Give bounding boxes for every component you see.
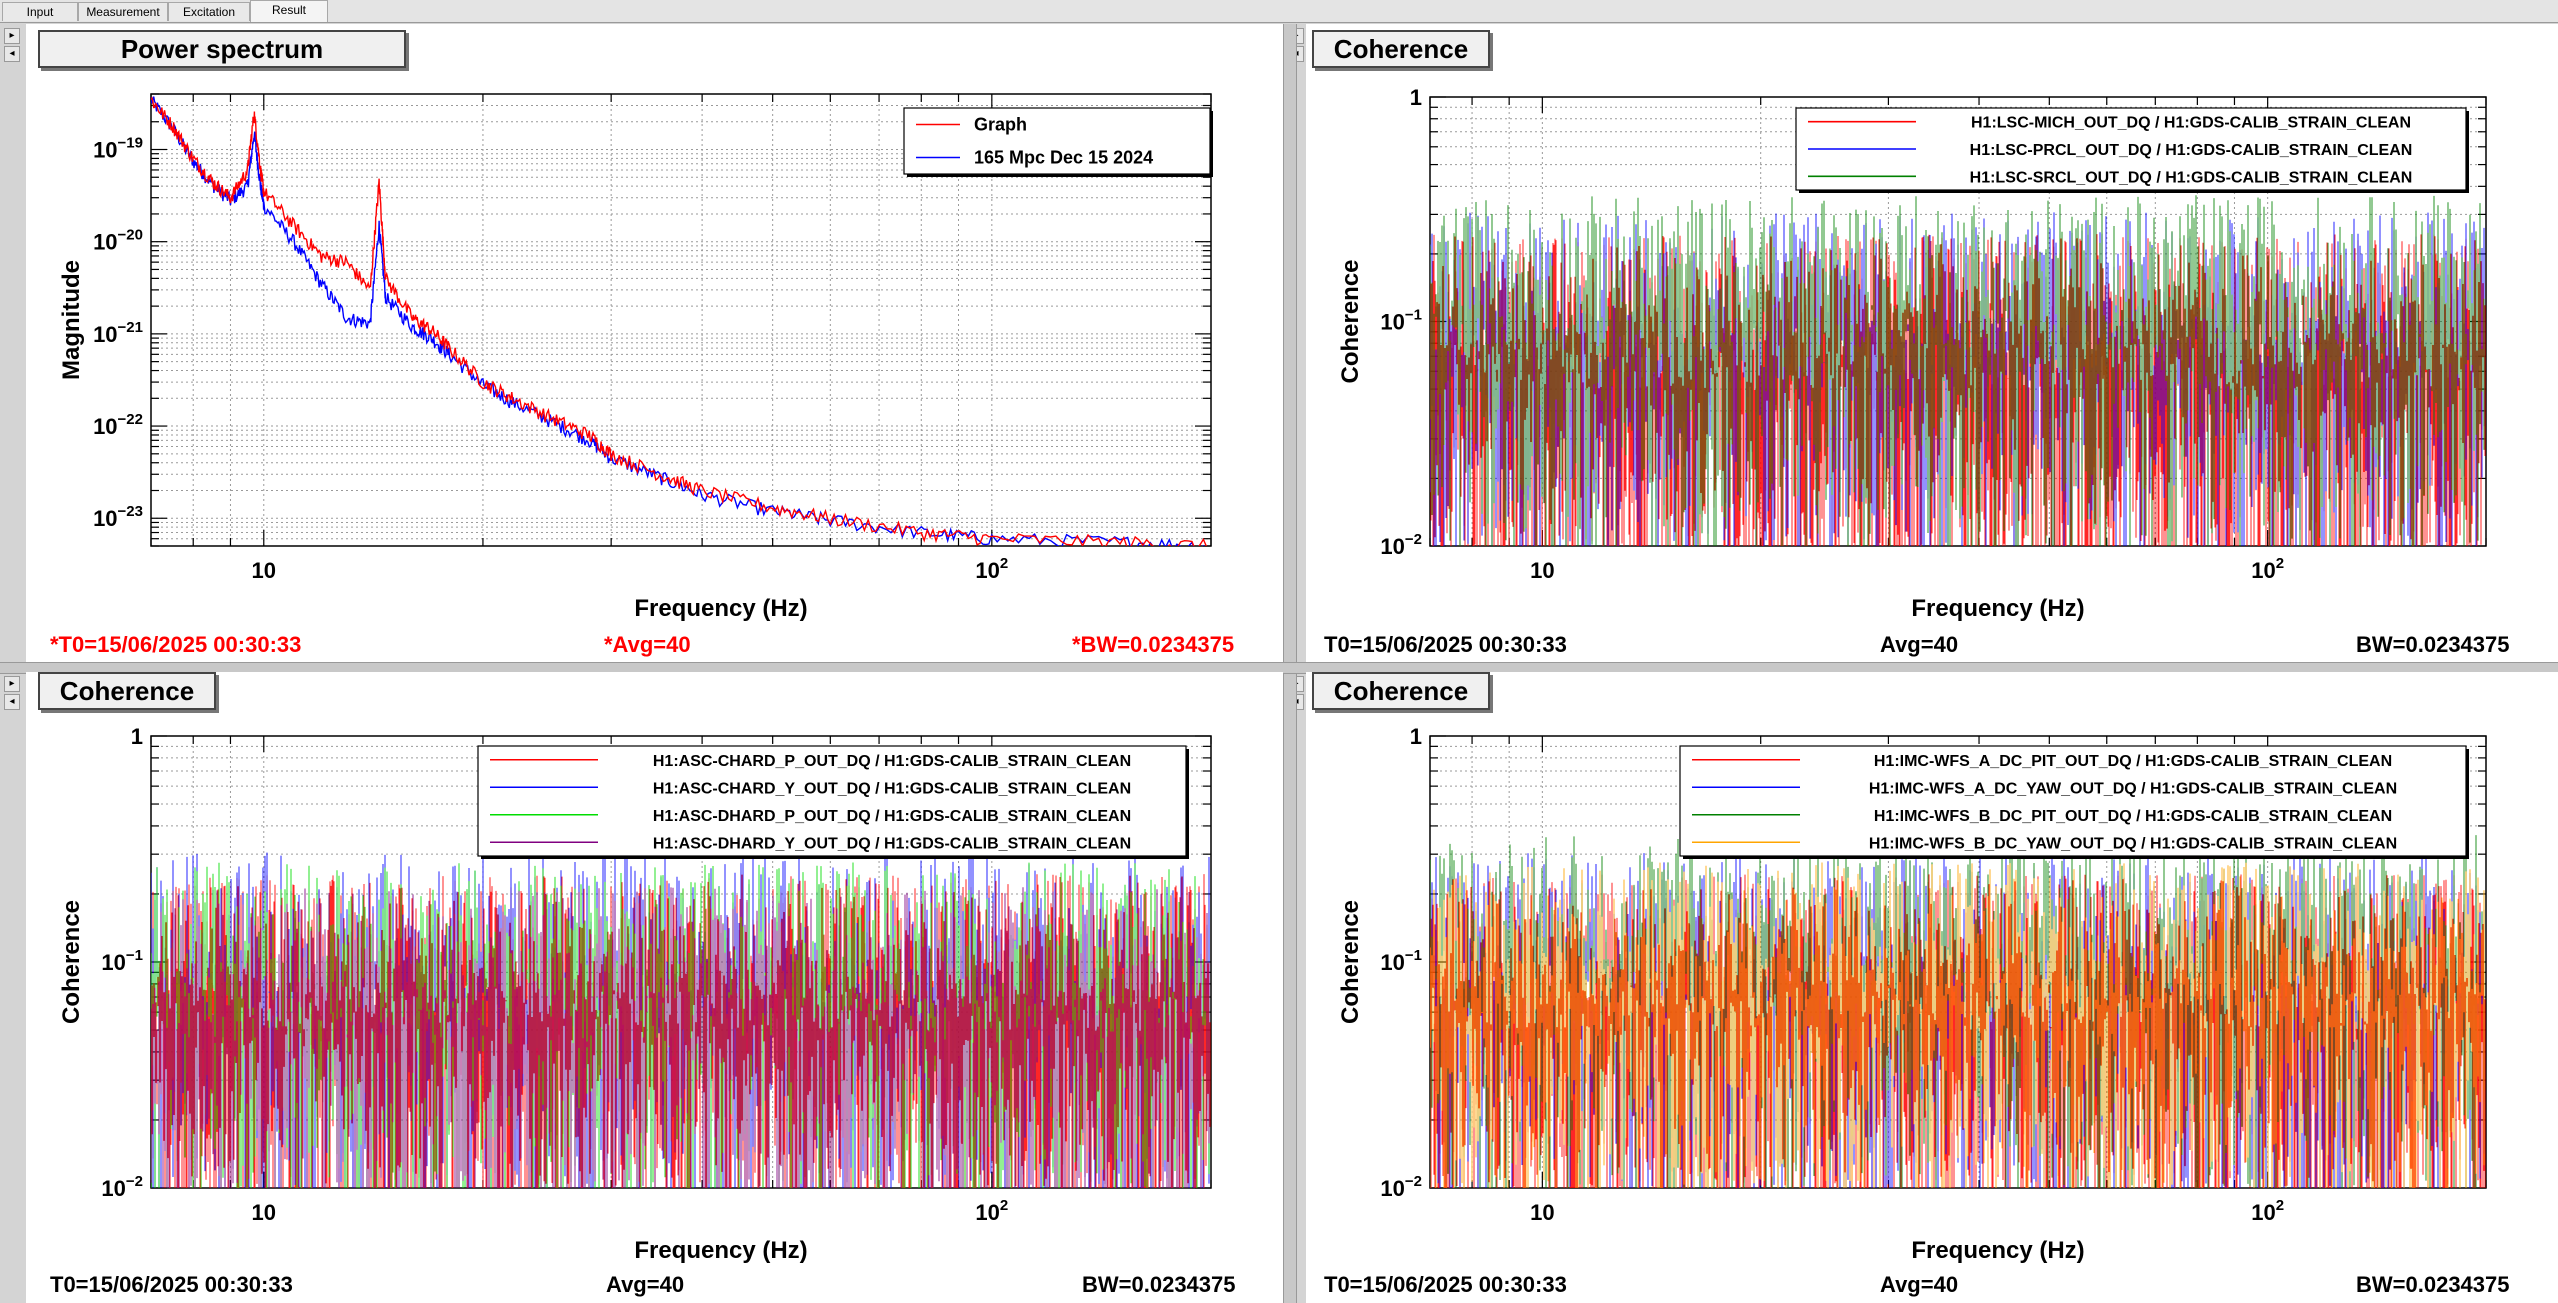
- x-tick-label: 10: [1530, 1200, 1554, 1225]
- data-layer: [151, 852, 1211, 1188]
- legend: H1:IMC-WFS_A_DC_PIT_OUT_DQ / H1:GDS-CALI…: [1679, 745, 2469, 859]
- ticks: [1429, 96, 2487, 547]
- tab-input[interactable]: Input: [2, 2, 78, 21]
- tick-label: 10−21: [93, 319, 143, 347]
- legend-label: H1:LSC-PRCL_OUT_DQ / H1:GDS-CALIB_STRAIN…: [1970, 142, 2413, 159]
- tick-label: 10−1: [1380, 307, 1422, 335]
- footer-avg: Avg=40: [606, 1272, 685, 1297]
- data-layer: [1430, 834, 2486, 1188]
- legend: H1:LSC-MICH_OUT_DQ / H1:GDS-CALIB_STRAIN…: [1795, 107, 2469, 193]
- y-tick-label: 1: [131, 724, 143, 749]
- legend-label: H1:ASC-DHARD_Y_OUT_DQ / H1:GDS-CALIB_STR…: [653, 835, 1131, 852]
- series-line: [151, 887, 1210, 1188]
- scroll-up-left2-icon[interactable]: ▸: [4, 676, 20, 692]
- series-line: [1430, 195, 2485, 546]
- scroll-up-left-icon[interactable]: ▸: [4, 28, 20, 44]
- panel-coherence-imc: Coherence 10 102 1 10−1 10−2 Frequency (Hz) Co…: [1306, 672, 2558, 1303]
- tab-excitation[interactable]: Excitation: [168, 2, 250, 21]
- footer-t0: T0=15/06/2025 00:30:33: [1324, 632, 1567, 657]
- x-axis-title: Frequency (Hz): [634, 595, 807, 622]
- tick-label: 10−23: [93, 503, 143, 531]
- y-axis-title: Coherence: [1337, 900, 1364, 1024]
- x-axis-title: Frequency (Hz): [1911, 1237, 2084, 1264]
- legend-box: [477, 745, 1187, 857]
- legend: Graph 165 Mpc Dec 15 2024: [903, 107, 1213, 177]
- tick-label: 10−2: [1380, 531, 1422, 559]
- tick-label: 10−1: [101, 947, 143, 975]
- y-axis-title: Coherence: [1337, 259, 1364, 383]
- panel-title[interactable]: Coherence: [38, 672, 216, 710]
- legend-label: 165 Mpc Dec 15 2024: [974, 148, 1153, 168]
- legend-label: H1:LSC-SRCL_OUT_DQ / H1:GDS-CALIB_STRAIN…: [1970, 169, 2413, 186]
- tick-label: 102: [2251, 1197, 2284, 1225]
- tick-label: 102: [2251, 555, 2284, 583]
- series-line: [1430, 862, 2485, 1188]
- panel-coherence-asc: Coherence 10 102 1 10−1 10−2 Frequency (Hz) Co…: [26, 672, 1283, 1303]
- legend-label: H1:ASC-DHARD_P_OUT_DQ / H1:GDS-CALIB_STR…: [653, 808, 1131, 825]
- legend-label: H1:IMC-WFS_B_DC_PIT_OUT_DQ / H1:GDS-CALI…: [1874, 808, 2392, 825]
- y-axis-title: Magnitude: [58, 260, 85, 380]
- coherence-imc-plot[interactable]: 10 102 1 10−1 10−2 Frequency (Hz) Coherence H1:…: [1306, 666, 2558, 1276]
- x-tick-label: 10: [252, 558, 276, 583]
- legend-label: H1:ASC-CHARD_Y_OUT_DQ / H1:GDS-CALIB_STR…: [653, 780, 1131, 797]
- tick-label: 10−22: [93, 411, 143, 439]
- x-tick-label: 10: [1530, 558, 1554, 583]
- footer-bw: *BW=0.0234375: [1072, 632, 1235, 657]
- footer-avg: *Avg=40: [604, 632, 691, 657]
- footer-bw: BW=0.0234375: [2356, 632, 2510, 657]
- legend-label: H1:IMC-WFS_B_DC_YAW_OUT_DQ / H1:GDS-CALI…: [1869, 835, 2397, 852]
- y-tick-label: 1: [1410, 724, 1422, 749]
- panel-power-spectrum: Power spectrum 10 102 10−19 10−20 10−21 10−22…: [26, 24, 1283, 662]
- y-axis-title: Coherence: [58, 900, 85, 1024]
- tick-label: 10−2: [1380, 1173, 1422, 1201]
- series-line: [151, 96, 1205, 546]
- scroll-down-left-icon[interactable]: ◂: [4, 46, 20, 62]
- footer-t0: T0=15/06/2025 00:30:33: [50, 1272, 293, 1297]
- series-line: [151, 96, 1207, 546]
- legend-label: H1:IMC-WFS_A_DC_YAW_OUT_DQ / H1:GDS-CALI…: [1869, 780, 2397, 797]
- panel-title[interactable]: Power spectrum: [38, 30, 406, 68]
- legend-label: H1:ASC-CHARD_P_OUT_DQ / H1:GDS-CALIB_STR…: [653, 753, 1131, 770]
- tick-label: 10−1: [1380, 947, 1422, 975]
- tab-measurement[interactable]: Measurement: [78, 2, 168, 21]
- footer-bw: BW=0.0234375: [2356, 1272, 2510, 1297]
- legend-label: H1:LSC-MICH_OUT_DQ / H1:GDS-CALIB_STRAIN…: [1971, 115, 2411, 132]
- legend-box: [903, 107, 1211, 175]
- tick-label: 10−20: [93, 227, 143, 255]
- data-layer: [151, 96, 1207, 546]
- footer-t0: *T0=15/06/2025 00:30:33: [50, 632, 302, 657]
- tick-label: 102: [975, 1197, 1008, 1225]
- footer-bw: BW=0.0234375: [1082, 1272, 1236, 1297]
- legend-label: Graph: [974, 115, 1027, 135]
- panel-title[interactable]: Coherence: [1312, 30, 1490, 68]
- coherence-lsc-plot[interactable]: 10 102 1 10−1 10−2 Frequency (Hz) Coherence H1:…: [1306, 24, 2558, 634]
- legend: H1:ASC-CHARD_P_OUT_DQ / H1:GDS-CALIB_STR…: [477, 745, 1189, 859]
- data-layer: [1430, 195, 2486, 546]
- tick-label: 10−2: [101, 1173, 143, 1201]
- x-axis-title: Frequency (Hz): [634, 1237, 807, 1264]
- legend-box: [1679, 745, 2467, 857]
- footer-avg: Avg=40: [1880, 1272, 1959, 1297]
- x-tick-label: 10: [252, 1200, 276, 1225]
- power-spectrum-plot[interactable]: 10 102 10−19 10−20 10−21 10−22 10−23 Frequency …: [26, 24, 1283, 634]
- tick-label: 10−19: [93, 135, 143, 163]
- coherence-asc-plot[interactable]: 10 102 1 10−1 10−2 Frequency (Hz) Coherence H1:…: [26, 666, 1283, 1276]
- scroll-down-left2-icon[interactable]: ◂: [4, 694, 20, 710]
- tab-bar: Input Measurement Excitation Result: [0, 0, 2558, 23]
- tab-result[interactable]: Result: [250, 0, 328, 22]
- tick-label: 102: [975, 555, 1008, 583]
- panel-title[interactable]: Coherence: [1312, 672, 1490, 710]
- legend-label: H1:IMC-WFS_A_DC_PIT_OUT_DQ / H1:GDS-CALI…: [1874, 753, 2392, 770]
- x-axis-title: Frequency (Hz): [1911, 595, 2084, 622]
- footer-t0: T0=15/06/2025 00:30:33: [1324, 1272, 1567, 1297]
- plot-frame: [150, 93, 1212, 547]
- y-tick-label: 1: [1410, 85, 1422, 110]
- panel-coherence-lsc: Coherence 10 102 1 10−1 10−2 Frequency (Hz) Co…: [1306, 24, 2558, 662]
- footer-avg: Avg=40: [1880, 632, 1959, 657]
